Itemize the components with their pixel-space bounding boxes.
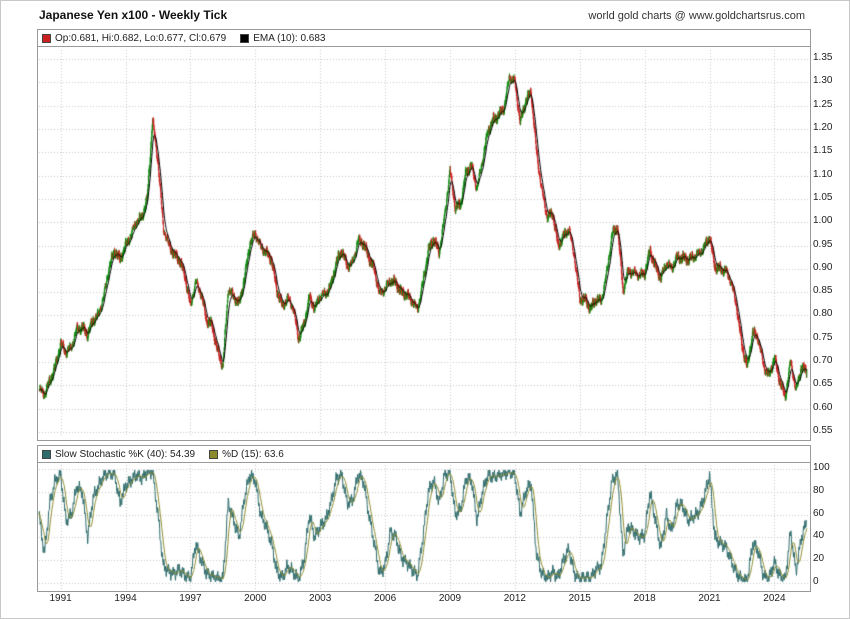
price-axis-tick: 1.00 [813, 215, 833, 227]
page-title: Japanese Yen x100 - Weekly Tick [39, 8, 228, 22]
price-axis-tick: 1.15 [813, 145, 833, 157]
ohlc-swatch-icon [42, 33, 51, 43]
price-legend: Op:0.681, Hi:0.682, Lo:0.677, Cl:0.679 E… [38, 30, 810, 47]
x-axis-year-label: 2006 [373, 593, 397, 604]
stoch-d-swatch-icon [209, 449, 219, 459]
stochastic-chart-canvas [38, 463, 810, 591]
price-axis-tick: 0.70 [813, 355, 833, 367]
x-axis-year-label: 2003 [309, 593, 332, 604]
price-axis-tick: 0.85 [813, 285, 833, 297]
ema-swatch-icon [240, 33, 250, 43]
stoch-axis-tick: 60 [813, 507, 825, 519]
stoch-axis-tick: 40 [813, 530, 825, 542]
stochastic-legend: Slow Stochastic %K (40): 54.39 %D (15): … [38, 446, 810, 463]
price-axis-tick: 1.20 [813, 121, 833, 133]
stoch-d-legend-label: %D (15): 63.6 [222, 448, 284, 460]
x-axis-year-label: 2024 [763, 593, 786, 604]
x-axis-year-label: 2000 [244, 593, 267, 604]
stoch-d-legend-item: %D (15): 63.6 [209, 449, 284, 460]
x-axis-year-label: 2018 [633, 593, 656, 604]
x-axis-year-label: 1997 [179, 593, 202, 604]
price-axis-tick: 1.10 [813, 168, 833, 180]
price-axis-tick: 0.65 [813, 378, 833, 390]
price-axis-tick: 0.95 [813, 238, 833, 250]
x-axis-year-label: 2021 [698, 593, 721, 604]
x-axis-year-label: 2012 [503, 593, 526, 604]
x-axis-year-label: 2009 [438, 593, 462, 604]
price-axis-tick: 0.60 [813, 401, 833, 413]
price-axis-tick: 1.35 [813, 52, 833, 63]
ohlc-legend-item: Op:0.681, Hi:0.682, Lo:0.677, Cl:0.679 [42, 33, 226, 44]
ema-legend-label: EMA (10): 0.683 [253, 32, 326, 44]
ema-legend-item: EMA (10): 0.683 [240, 32, 326, 44]
price-axis-tick: 0.75 [813, 331, 833, 343]
price-axis-tick: 0.90 [813, 261, 833, 273]
stoch-k-swatch-icon [42, 449, 51, 459]
stoch-k-legend-item: Slow Stochastic %K (40): 54.39 [42, 449, 195, 460]
attribution-text: world gold charts @ www.goldchartsrus.co… [588, 10, 805, 22]
x-axis-year-label: 2015 [568, 593, 591, 604]
stoch-k-legend-label: Slow Stochastic %K (40): 54.39 [55, 448, 196, 460]
stoch-axis-tick: 80 [813, 484, 825, 496]
price-axis-tick: 1.05 [813, 191, 833, 203]
price-axis-tick: 1.25 [813, 98, 833, 110]
stochastic-panel: Slow Stochastic %K (40): 54.39 %D (15): … [37, 445, 811, 592]
price-axis-tick: 0.55 [813, 425, 833, 436]
ohlc-legend-label: Op:0.681, Hi:0.682, Lo:0.677, Cl:0.679 [55, 32, 227, 44]
x-axis-year-label: 1994 [114, 593, 137, 604]
stoch-axis-tick: 20 [813, 553, 825, 565]
price-axis-tick: 1.30 [813, 75, 833, 87]
price-axis-tick: 0.80 [813, 308, 833, 320]
price-chart-canvas [38, 47, 810, 440]
price-panel: Op:0.681, Hi:0.682, Lo:0.677, Cl:0.679 E… [37, 29, 811, 441]
x-axis-year-label: 1991 [49, 593, 72, 604]
stoch-axis-tick: 0 [813, 576, 819, 587]
stoch-axis-tick: 100 [813, 462, 830, 473]
